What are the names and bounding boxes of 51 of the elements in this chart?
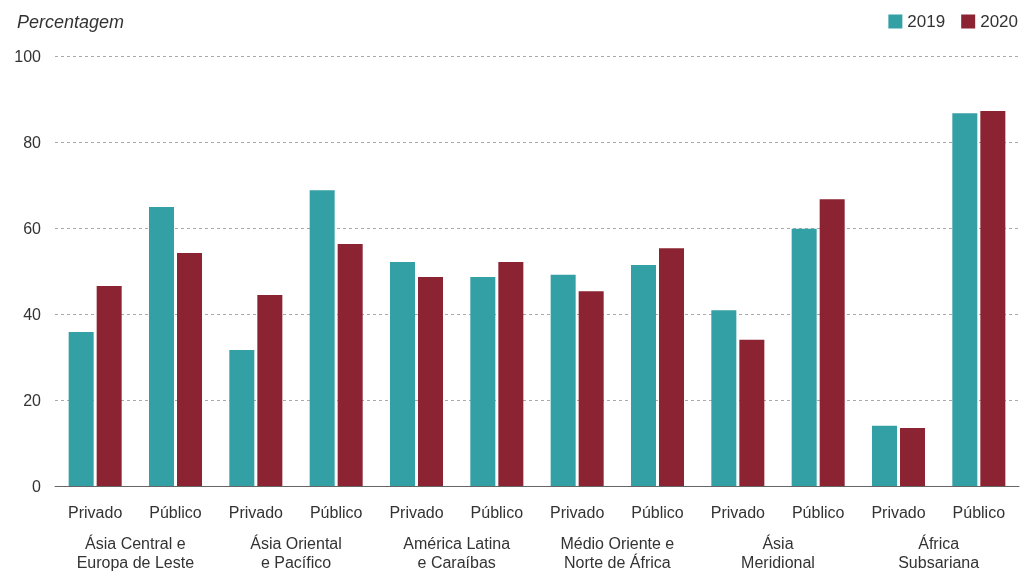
bar xyxy=(418,277,444,486)
bar xyxy=(952,113,978,486)
x-tick-label: Público xyxy=(791,503,845,521)
x-tick-label: Público xyxy=(952,503,1006,521)
bar xyxy=(630,264,656,486)
x-tick-label: Público xyxy=(149,503,202,521)
text: Ásia Central e Europa de Leste xyxy=(76,534,195,571)
x-tick-label: Privado xyxy=(68,503,123,521)
text: Ásia Oriental e Pacífico xyxy=(250,534,342,571)
y-tick-label: 20 xyxy=(23,391,42,409)
x-tick-label: Privado xyxy=(389,503,444,521)
bar xyxy=(871,425,897,486)
legend-label: 2019 xyxy=(907,12,946,31)
bar xyxy=(711,310,737,486)
bar xyxy=(578,291,604,486)
bar xyxy=(550,274,576,486)
bar xyxy=(389,261,415,486)
bar xyxy=(309,190,335,486)
y-tick-label: 60 xyxy=(23,219,42,237)
bar xyxy=(177,252,203,486)
text: América Latina e Caraíbas xyxy=(403,535,511,571)
x-tick-label: Privado xyxy=(871,503,926,521)
bar xyxy=(819,199,845,486)
legend-label: 2020 xyxy=(980,12,1019,31)
bar xyxy=(980,111,1006,486)
text: Médio Oriente e Norte de África xyxy=(560,535,675,571)
y-axis-title: Percentagem xyxy=(17,12,125,32)
bar xyxy=(257,295,283,486)
bar xyxy=(739,339,765,486)
y-tick-label: 0 xyxy=(32,477,42,495)
bar xyxy=(498,261,524,486)
text: Ásia Meridional xyxy=(741,534,815,571)
x-tick-label: Privado xyxy=(228,503,284,521)
bar xyxy=(900,427,926,486)
bar xyxy=(659,248,685,486)
bar xyxy=(337,243,363,486)
x-tick-label: Privado xyxy=(710,503,766,521)
x-tick-label: Privado xyxy=(550,503,605,521)
x-tick-label: Público xyxy=(631,503,684,521)
bar xyxy=(229,350,255,486)
y-tick-label: 40 xyxy=(23,305,42,323)
bar xyxy=(791,228,817,486)
bar xyxy=(148,206,174,486)
x-tick-label: Público xyxy=(309,503,363,521)
text: África Subsariana xyxy=(898,534,980,571)
x-tick-label: Público xyxy=(470,503,524,521)
bar xyxy=(96,286,122,486)
y-tick-label: 100 xyxy=(14,47,42,65)
bar xyxy=(470,277,496,486)
y-tick-label: 80 xyxy=(23,133,42,151)
bar xyxy=(68,332,94,486)
